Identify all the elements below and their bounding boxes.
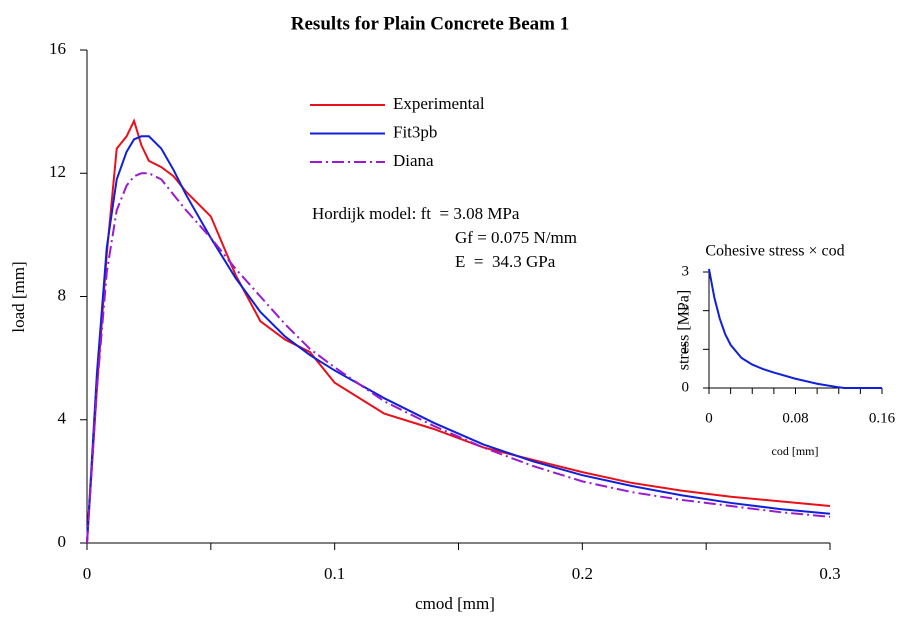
annotation: Hordijk model: ft = 3.08 MPa <box>312 204 520 223</box>
legend-label: Fit3pb <box>393 122 437 141</box>
y-axis-label: load [mm] <box>9 261 28 332</box>
x-tick-label: 0.16 <box>869 410 896 426</box>
chart-title: Results for Plain Concrete Beam 1 <box>291 13 569 34</box>
x-tick-label: 0.3 <box>819 564 840 583</box>
y-tick-label: 0 <box>58 532 67 551</box>
inset-title: Cohesive stress × cod <box>705 243 844 260</box>
x-tick-label: 0.2 <box>572 564 593 583</box>
x-axis-label: cmod [mm] <box>415 594 495 613</box>
legend-label: Experimental <box>393 94 485 113</box>
legend-label: Diana <box>393 151 434 170</box>
series-line <box>86 118 831 544</box>
y-tick-label: 2 <box>682 302 690 318</box>
series-line <box>708 268 882 389</box>
series-line <box>86 135 831 544</box>
annotation: E = 34.3 GPa <box>455 252 556 271</box>
x-tick-label: 0.08 <box>782 410 808 426</box>
series-line <box>86 172 831 544</box>
y-tick-label: 8 <box>58 285 67 304</box>
y-tick-label: 3 <box>682 263 690 279</box>
y-tick-label: 1 <box>682 341 690 357</box>
x-tick-label: 0.1 <box>324 564 345 583</box>
y-tick-label: 12 <box>49 162 66 181</box>
y-axis-label: stress [MPa] <box>676 290 693 370</box>
x-tick-label: 0 <box>83 564 92 583</box>
y-tick-label: 4 <box>58 409 67 428</box>
x-axis-label: cod [mm] <box>772 444 819 458</box>
annotation: Gf = 0.075 N/mm <box>455 228 577 247</box>
y-tick-label: 0 <box>682 379 690 395</box>
x-tick-label: 0 <box>705 410 713 426</box>
y-tick-label: 16 <box>49 39 66 58</box>
